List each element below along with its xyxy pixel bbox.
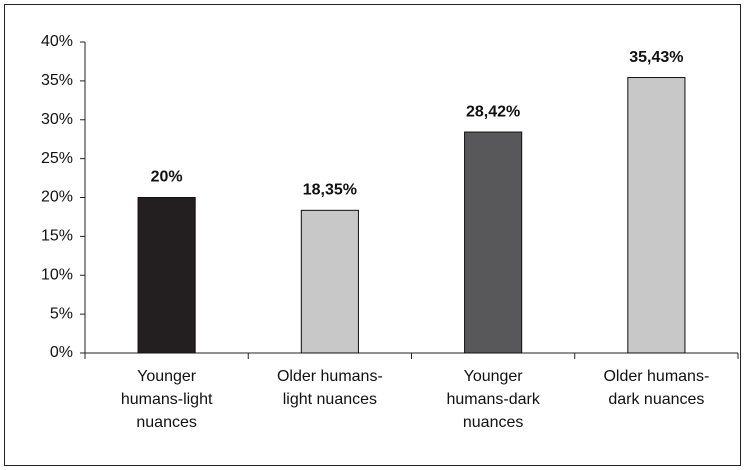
bar <box>627 77 686 354</box>
y-tick-label: 30% <box>41 111 73 128</box>
x-tick-label: Older humans-dark nuances <box>603 368 710 408</box>
y-tick-label: 5% <box>50 305 73 322</box>
bar <box>137 197 196 354</box>
bar <box>464 131 523 354</box>
y-tick-label: 25% <box>41 150 73 167</box>
bar <box>300 209 359 354</box>
value-label: 35,43% <box>629 49 683 66</box>
value-label: 28,42% <box>466 103 520 120</box>
y-tick-label: 40% <box>41 33 73 50</box>
x-tick-label: Younger humans-dark nuances <box>446 368 540 431</box>
x-tick-label: Younger humans-light nuances <box>120 368 213 431</box>
y-tick-label: 20% <box>41 189 73 206</box>
chart-frame <box>4 4 741 466</box>
y-tick-label: 0% <box>50 344 73 361</box>
y-tick-label: 10% <box>41 266 73 283</box>
x-tick-label: Older humans-light nuances <box>276 368 383 408</box>
value-label: 20% <box>151 169 183 186</box>
value-label: 18,35% <box>303 182 357 199</box>
y-tick-label: 35% <box>41 72 73 89</box>
y-tick-label: 15% <box>41 228 73 245</box>
